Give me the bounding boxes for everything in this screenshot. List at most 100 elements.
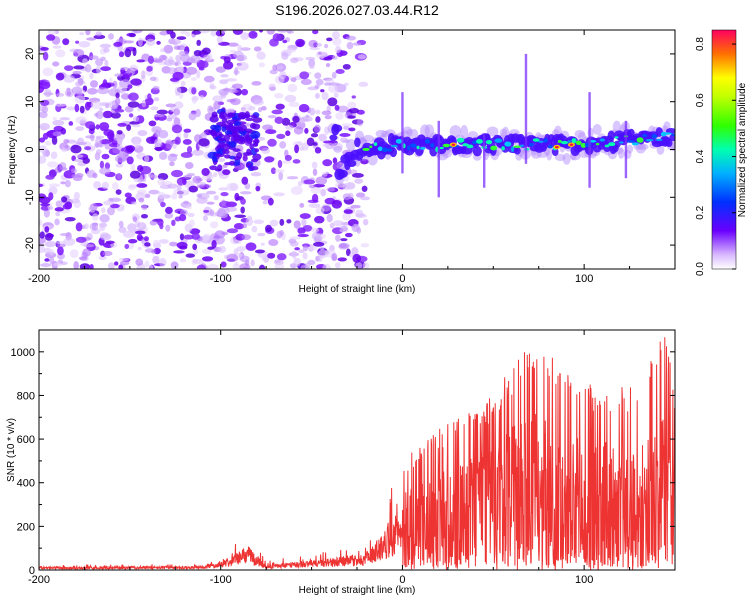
ridge-highlight xyxy=(557,139,562,144)
noise-blob xyxy=(318,133,327,142)
noise-blob xyxy=(64,216,76,222)
noise-blob xyxy=(118,257,129,261)
ridge-highlight xyxy=(456,137,465,143)
noise-blob xyxy=(144,193,151,198)
noise-blob xyxy=(110,203,120,209)
ridge-peak-center xyxy=(555,145,559,149)
noise-blob xyxy=(276,65,284,70)
noise-blob xyxy=(73,65,85,70)
noise-blob xyxy=(246,215,253,221)
noise-blob xyxy=(165,224,171,232)
snr-y-tick-label: 0 xyxy=(29,565,35,577)
noise-blob xyxy=(160,201,166,208)
ridge-core xyxy=(607,130,615,142)
noise-blob xyxy=(299,202,305,208)
noise-blob xyxy=(102,79,108,88)
noise-blob xyxy=(133,140,141,149)
spectral-streak xyxy=(624,120,628,179)
noise-blob xyxy=(61,196,68,203)
noise-blob xyxy=(39,104,47,112)
noise-blob xyxy=(213,172,218,178)
noise-blob xyxy=(149,264,154,269)
noise-blob xyxy=(150,106,159,111)
noise-blob xyxy=(205,184,212,189)
noise-blob xyxy=(114,73,123,77)
noise-blob xyxy=(338,242,350,249)
noise-blob xyxy=(183,131,189,139)
noise-blob xyxy=(114,155,127,163)
noise-blob xyxy=(55,240,67,245)
noise-blob xyxy=(87,88,98,95)
noise-blob xyxy=(344,232,353,238)
noise-blob xyxy=(304,262,311,269)
ridge-core xyxy=(472,146,482,157)
noise-blob xyxy=(240,32,250,40)
noise-blob xyxy=(294,247,301,251)
ridge-halo xyxy=(460,124,469,139)
noise-blob xyxy=(94,143,100,149)
noise-blob xyxy=(287,83,298,93)
noise-blob xyxy=(186,145,193,154)
ridge-core xyxy=(332,124,343,132)
noise-blob xyxy=(218,66,224,74)
noise-cluster-blob xyxy=(224,154,231,159)
noise-blob xyxy=(213,101,221,110)
noise-blob xyxy=(213,195,219,201)
noise-blob xyxy=(154,129,161,138)
ridge-highlight xyxy=(442,143,451,148)
noise-blob xyxy=(126,156,134,165)
noise-blob xyxy=(172,71,184,81)
noise-blob xyxy=(55,49,66,58)
ridge-halo xyxy=(333,145,343,153)
snr-plot-area xyxy=(39,337,675,570)
ridge-highlight xyxy=(519,144,525,147)
noise-cluster-blob xyxy=(221,142,226,148)
noise-blob xyxy=(173,108,181,116)
ridge-highlight xyxy=(665,132,672,135)
noise-blob xyxy=(70,144,82,154)
noise-blob xyxy=(209,85,217,90)
noise-blob xyxy=(169,39,182,45)
noise-cluster-blob xyxy=(210,129,216,136)
noise-blob xyxy=(357,54,366,60)
noise-blob xyxy=(126,124,132,131)
ridge-highlight xyxy=(406,145,411,151)
ridge-highlight xyxy=(395,138,403,144)
noise-blob xyxy=(282,39,288,44)
noise-blob xyxy=(171,124,183,134)
noise-blob xyxy=(135,258,144,266)
noise-blob xyxy=(241,234,252,241)
noise-blob xyxy=(231,83,244,89)
noise-blob xyxy=(352,42,362,46)
noise-blob xyxy=(325,63,331,68)
noise-blob xyxy=(188,112,197,121)
noise-blob xyxy=(89,72,94,80)
noise-cluster-blob xyxy=(224,162,232,166)
snr-y-tick-label: 800 xyxy=(17,390,35,402)
noise-blob xyxy=(48,183,61,188)
noise-blob xyxy=(128,33,136,38)
noise-blob xyxy=(183,200,189,205)
noise-blob xyxy=(335,234,341,242)
ridge-highlight xyxy=(575,140,582,145)
noise-blob xyxy=(267,252,276,259)
noise-blob xyxy=(119,150,126,157)
noise-blob xyxy=(147,93,152,101)
noise-blob xyxy=(73,191,80,201)
noise-blob xyxy=(190,77,197,81)
noise-blob xyxy=(232,263,241,269)
noise-blob xyxy=(248,106,256,111)
noise-blob xyxy=(111,182,119,190)
noise-blob xyxy=(166,67,177,75)
noise-blob xyxy=(185,161,194,170)
noise-blob xyxy=(189,228,201,235)
ridge-highlight xyxy=(651,134,658,139)
noise-blob xyxy=(320,188,327,197)
noise-blob xyxy=(126,145,135,153)
noise-blob xyxy=(118,264,124,269)
noise-blob xyxy=(137,164,144,172)
noise-cluster-blob xyxy=(226,119,235,125)
colorbar-tick-label: 0.2 xyxy=(695,205,706,219)
noise-blob xyxy=(113,41,123,47)
noise-blob xyxy=(52,116,57,121)
